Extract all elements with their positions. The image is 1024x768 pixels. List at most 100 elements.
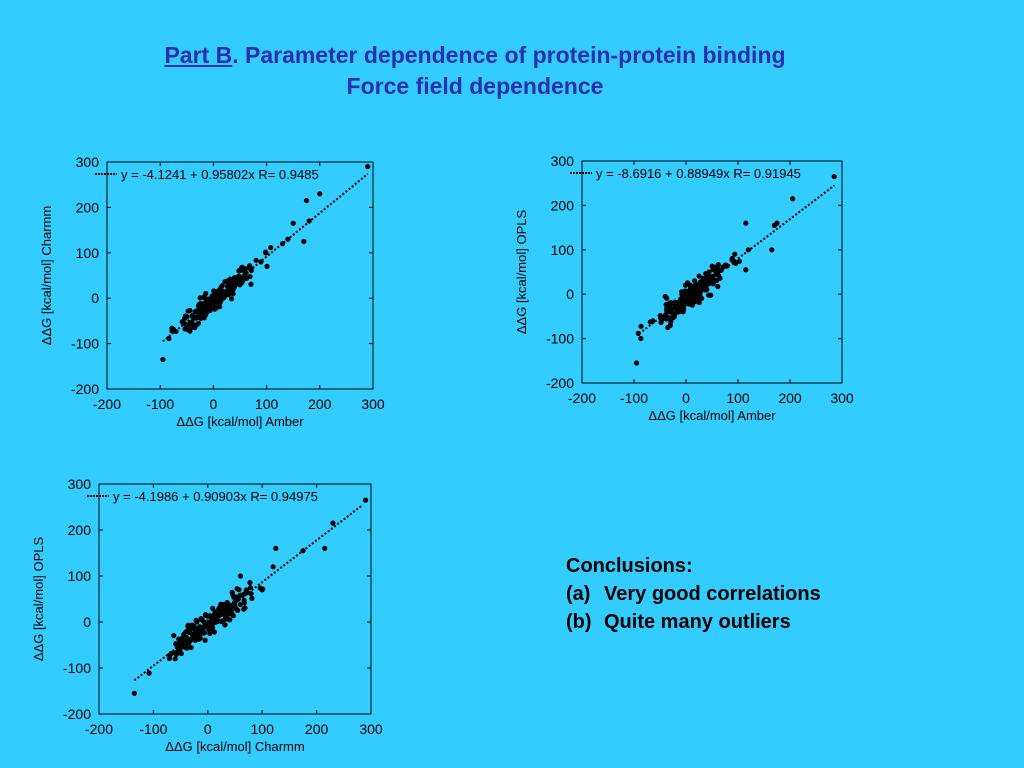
data-point [243,270,249,276]
fit-equation-label: y = -8.6916 + 0.88949x R= 0.91945 [596,166,801,181]
data-point [217,607,223,613]
data-point [715,268,721,274]
data-point [207,630,213,637]
y-tick-label: 100 [76,245,100,261]
data-point [691,297,697,303]
fit-equation-label: y = -4.1241 + 0.95802x R= 0.9485 [121,167,319,182]
data-point [211,288,217,294]
data-point [192,625,198,632]
data-point [196,629,202,635]
conclusion-marker: (a) [566,583,591,605]
data-point [229,589,235,596]
data-point [638,323,644,329]
conclusion-item: (b) Quite many outliers [566,608,821,636]
data-point [241,597,247,603]
y-axis-label: ΔΔG [kcal/mol] OPLS [31,537,46,662]
data-point [212,293,218,299]
data-point [198,616,205,623]
part-b-link[interactable]: Part B [164,42,233,68]
data-point [253,257,259,263]
data-point [703,285,709,291]
data-point [237,280,243,287]
data-point [706,269,712,275]
y-tick-label: 200 [76,199,100,215]
data-point [237,593,243,599]
data-point [227,276,233,282]
data-point [237,573,244,579]
data-point [177,645,183,651]
data-point [306,218,312,224]
data-point [232,599,238,605]
data-point [197,295,203,301]
y-tick-label: 300 [551,153,575,169]
data-point [203,620,210,627]
data-point [694,292,700,298]
y-tick-label: 0 [566,286,574,302]
data-point [273,545,279,552]
data-point [745,247,752,253]
data-point [708,292,714,298]
data-point [191,635,197,641]
y-tick-label: -100 [63,660,91,676]
x-tick-label: 100 [726,390,750,406]
x-tick-label: -200 [93,396,121,412]
data-point [210,605,216,611]
x-tick-label: 0 [682,390,690,406]
x-axis-label: ΔΔG [kcal/mol] Charmm [165,739,304,754]
data-point [672,302,679,308]
data-point [710,281,716,287]
data-point [635,330,641,336]
data-point [270,564,276,570]
data-point [194,322,200,328]
data-point [696,273,702,279]
x-tick-label: 200 [305,721,329,737]
data-point [171,632,177,639]
data-point [203,290,209,297]
data-point [197,307,204,313]
data-point [211,629,217,635]
data-point [222,292,228,299]
data-point [180,320,187,326]
data-point [206,625,212,631]
data-point [185,623,191,630]
y-tick-label: 200 [68,522,92,538]
data-point [662,315,668,321]
y-tick-label: 300 [76,154,100,170]
data-point [203,304,209,311]
data-point [303,197,310,204]
data-point [680,298,686,304]
x-axis-label: ΔΔG [kcal/mol] Amber [648,408,776,423]
x-tick-label: 0 [204,721,212,737]
data-point [670,310,676,317]
y-tick-label: 0 [91,290,99,306]
slide-subtitle: Force field dependence [346,73,604,99]
data-point [680,309,686,315]
data-point [224,616,230,622]
data-point [219,283,225,289]
data-point [657,313,663,319]
plot-frame [581,160,843,384]
plot-frame [98,483,372,715]
data-point [247,263,253,269]
data-point [160,356,166,363]
data-point [193,617,199,623]
data-point [682,288,688,294]
data-point [242,605,248,611]
slide-title: Part B. Parameter dependence of protein-… [0,40,950,102]
data-point [228,296,235,302]
data-point [831,173,837,180]
y-tick-label: -100 [546,331,574,347]
data-point [166,655,173,661]
data-point [248,281,254,287]
data-point [247,585,254,591]
data-point [668,300,674,306]
data-point [188,319,194,326]
data-point [222,279,228,285]
data-point [240,275,246,281]
y-tick-label: 300 [68,476,92,492]
y-axis-label: ΔΔG [kcal/mol] OPLS [514,210,529,335]
x-tick-label: -100 [146,396,174,412]
data-point [743,267,749,273]
